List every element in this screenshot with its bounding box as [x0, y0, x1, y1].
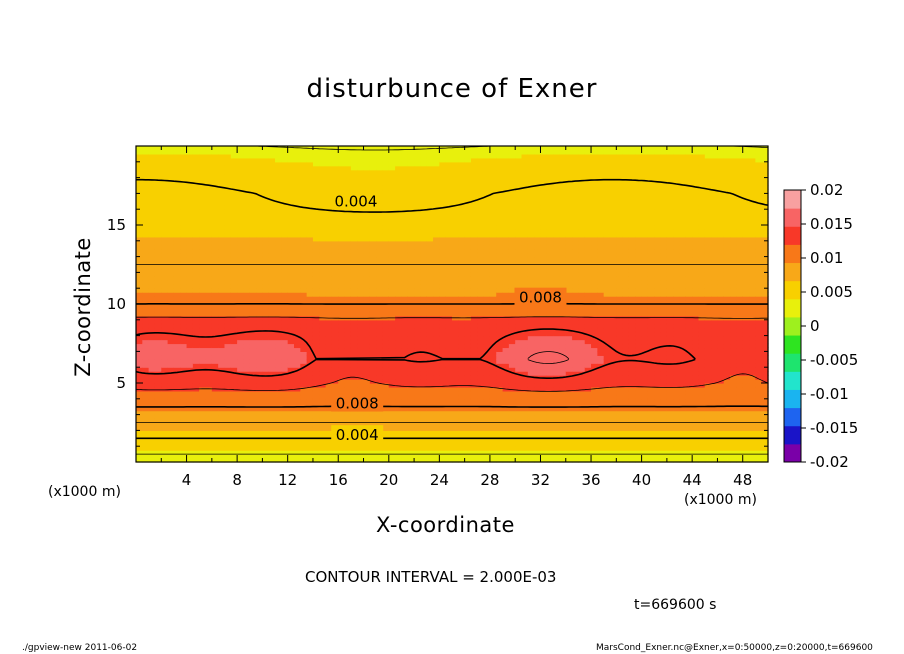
contour-line [527, 359, 570, 364]
y-tick-label: 15 [107, 216, 126, 234]
colorbar-segment [784, 190, 801, 209]
filled-contour-field [136, 146, 769, 463]
y-tick-label: 5 [116, 374, 126, 392]
x-tick-label: 44 [683, 471, 702, 489]
colorbar-tick-label: -0.02 [810, 453, 849, 471]
colorbar-segment [784, 262, 801, 282]
x-tick-label: 12 [278, 471, 297, 489]
colorbar-tick-label: 0.005 [810, 283, 853, 301]
colorbar-tick-label: 0.015 [810, 215, 853, 233]
y-tick-label: 10 [107, 295, 126, 313]
contour-label-bg [331, 425, 384, 444]
x-tick-label: 20 [379, 471, 398, 489]
contour-label: 0.008 [336, 395, 379, 413]
colorbar-tick-label: -0.01 [810, 385, 849, 403]
contour-label-bg [331, 393, 384, 412]
contour-label: 0.004 [334, 192, 377, 210]
contour-label: 0.004 [336, 426, 379, 444]
colorbar-tick-label: 0 [810, 317, 820, 335]
colorbar-segment [784, 335, 801, 354]
colorbar-segment [784, 298, 801, 318]
time-stamp: t=669600 s [634, 597, 717, 613]
x-unit-label-left: (x1000 m) [48, 484, 121, 500]
colorbar-segment [784, 371, 801, 390]
colorbar-segment [784, 389, 801, 409]
colorbar-segment [784, 353, 801, 372]
colorbar-tick-label: 0.02 [810, 181, 843, 199]
x-tick-label: 36 [581, 471, 600, 489]
colorbar-tick-label: -0.015 [810, 419, 858, 437]
colorbar-segment [784, 407, 801, 427]
x-tick-label: 16 [329, 471, 348, 489]
x-axis-label: X-coordinate [376, 513, 515, 537]
contour-line [135, 328, 696, 360]
colorbar-tick-label: 0.01 [810, 249, 843, 267]
x-unit-label-right: (x1000 m) [684, 492, 757, 508]
contour-line [136, 178, 769, 213]
colorbar-segment [784, 280, 801, 300]
x-tick-label: 48 [733, 471, 752, 489]
colorbar-segment [784, 316, 801, 336]
contour-label: 0.008 [519, 289, 562, 307]
colorbar-segment [784, 244, 801, 264]
contour-label-bg [329, 191, 382, 210]
y-axis-label: Z-coordinate [71, 237, 95, 377]
x-tick-label: 40 [632, 471, 651, 489]
contour-line [135, 358, 696, 379]
x-tick-label: 8 [232, 471, 242, 489]
colorbar-segment [784, 425, 801, 445]
contour-interval-text: CONTOUR INTERVAL = 2.000E-03 [305, 568, 557, 586]
colorbar-segment [784, 226, 801, 245]
x-tick-label: 24 [430, 471, 449, 489]
contour-line [136, 405, 768, 408]
source-info: MarsCond_Exner.nc@Exner,x=0:50000,z=0:20… [596, 643, 873, 653]
program-info: ./gpview-new 2011-06-02 [22, 643, 138, 653]
x-tick-label: 28 [480, 471, 499, 489]
contour-line [136, 316, 769, 319]
x-tick-label: 32 [531, 471, 550, 489]
chart-title: disturbunce of Exner [306, 74, 598, 104]
colorbar-segment [784, 443, 801, 463]
x-tick-label: 4 [182, 471, 192, 489]
colorbar-segment [784, 208, 801, 227]
colorbar-tick-label: -0.005 [810, 351, 858, 369]
contour-line [527, 351, 570, 360]
contour-line [135, 373, 769, 392]
contour-label-bg [514, 287, 567, 306]
